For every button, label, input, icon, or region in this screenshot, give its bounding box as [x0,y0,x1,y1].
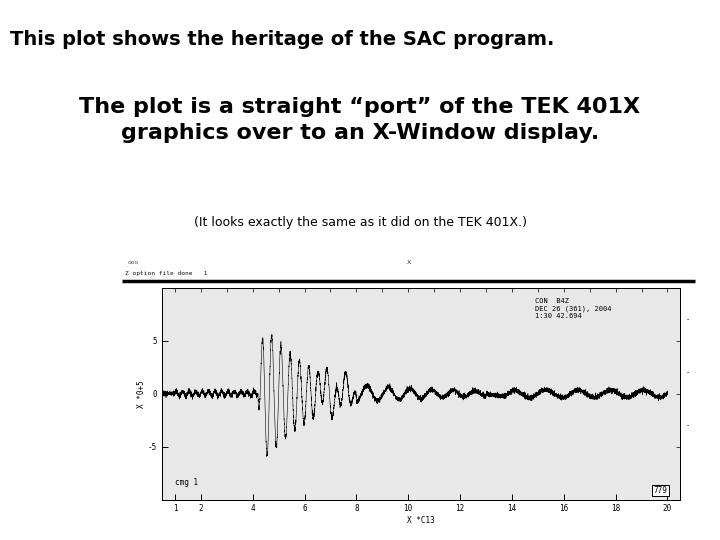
Text: ooo: ooo [128,260,140,265]
Text: (It looks exactly the same as it did on the TEK 401X.): (It looks exactly the same as it did on … [194,216,526,229]
X-axis label: X *C13: X *C13 [408,516,435,525]
Y-axis label: X *0+5: X *0+5 [138,380,146,408]
Text: The plot is a straight “port” of the TEK 401X
graphics over to an X-Window displ: The plot is a straight “port” of the TEK… [79,97,641,143]
Text: This plot shows the heritage of the SAC program.: This plot shows the heritage of the SAC … [10,30,554,49]
Text: -: - [685,422,690,428]
Text: CON  B4Z
DEC 26 (361), 2004
1:30 42.694: CON B4Z DEC 26 (361), 2004 1:30 42.694 [535,299,612,319]
Text: cmg 1: cmg 1 [175,478,198,487]
Text: Z option file done   1: Z option file done 1 [125,271,208,276]
Text: X: X [407,260,410,265]
Text: -: - [685,369,690,375]
Text: 779: 779 [654,486,667,495]
Text: -: - [685,316,690,322]
